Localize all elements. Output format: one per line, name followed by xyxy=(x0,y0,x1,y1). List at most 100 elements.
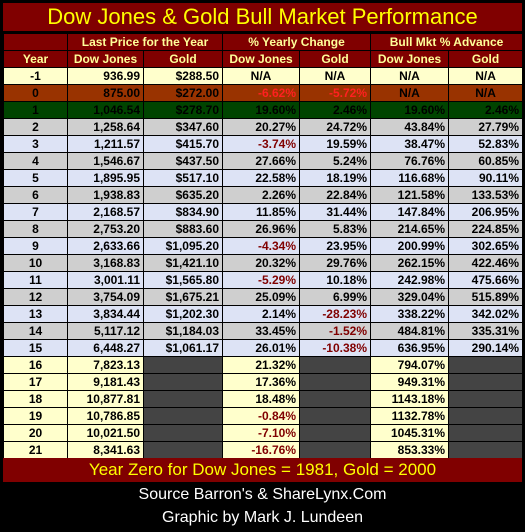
cell-dow-price: 2,753.20 xyxy=(67,220,144,238)
cell-dow-price: 9,181.43 xyxy=(67,373,144,391)
cell-year: 7 xyxy=(3,203,68,221)
cell-dow-advance: 200.99% xyxy=(370,237,450,255)
cell-dow-advance: 853.33% xyxy=(370,441,450,459)
cell-gold-advance xyxy=(448,373,524,391)
cell-gold-advance: 27.79% xyxy=(448,118,524,136)
table-row: 16 7,823.13 21.32% 794.07% xyxy=(3,356,524,374)
cell-dow-price: 1,546.67 xyxy=(67,152,144,170)
cell-year: 15 xyxy=(3,339,68,357)
cell-dow-advance: 1132.78% xyxy=(370,407,450,425)
cell-gold-advance: N/A xyxy=(448,67,524,85)
cell-gold-change xyxy=(299,356,372,374)
table-row: -1 936.99 $288.50 N/A N/A N/A N/A xyxy=(3,67,524,85)
group-header-yearly-change: % Yearly Change xyxy=(222,33,372,51)
cell-gold-price: $288.50 xyxy=(142,67,224,85)
cell-gold-price xyxy=(142,407,224,425)
cell-gold-advance: N/A xyxy=(448,84,524,102)
cell-dow-advance: N/A xyxy=(370,67,450,85)
cell-dow-change: 2.14% xyxy=(222,305,301,323)
cell-year: 14 xyxy=(3,322,68,340)
cell-gold-price xyxy=(142,390,224,408)
cell-gold-change xyxy=(299,424,372,442)
cell-dow-advance: 1143.18% xyxy=(370,390,450,408)
table-row: 11 3,001.11 $1,565.80 -5.29% 10.18% 242.98% 47… xyxy=(3,271,524,289)
cell-year: 12 xyxy=(3,288,68,306)
cell-dow-price: 3,168.83 xyxy=(67,254,144,272)
cell-year: 3 xyxy=(3,135,68,153)
cell-gold-price xyxy=(142,441,224,459)
table-row: 20 10,021.50 -7.10% 1045.31% xyxy=(3,424,524,442)
cell-gold-change: 2.46% xyxy=(299,101,372,119)
cell-dow-change: -7.10% xyxy=(222,424,301,442)
cell-dow-advance: 484.81% xyxy=(370,322,450,340)
group-header-bull-advance: Bull Mkt % Advance xyxy=(370,33,524,51)
cell-gold-price: $437.50 xyxy=(142,152,224,170)
table-row: 13 3,834.44 $1,202.30 2.14% -28.23% 338.22% 34… xyxy=(3,305,524,323)
cell-dow-price: 2,168.57 xyxy=(67,203,144,221)
table-row: 14 5,117.12 $1,184.03 33.45% -1.52% 484.81% 33… xyxy=(3,322,524,340)
cell-year: 19 xyxy=(3,407,68,425)
cell-gold-advance: 302.65% xyxy=(448,237,524,255)
cell-gold-price: $883.60 xyxy=(142,220,224,238)
cell-dow-advance: 121.58% xyxy=(370,186,450,204)
cell-gold-price: $517.10 xyxy=(142,169,224,187)
cell-gold-change: 24.72% xyxy=(299,118,372,136)
table-row: 2 1,258.64 $347.60 20.27% 24.72% 43.84% 27.79% xyxy=(3,118,524,136)
group-header-row: Last Price for the Year % Yearly Change … xyxy=(3,33,524,51)
cell-gold-price xyxy=(142,424,224,442)
cell-gold-price: $635.20 xyxy=(142,186,224,204)
cell-year: 21 xyxy=(3,441,68,459)
cell-gold-price: $1,184.03 xyxy=(142,322,224,340)
cell-gold-change: 10.18% xyxy=(299,271,372,289)
column-header-row: Year Dow Jones Gold Dow Jones Gold Dow J… xyxy=(3,50,524,68)
cell-year: 9 xyxy=(3,237,68,255)
cell-gold-price xyxy=(142,373,224,391)
cell-dow-advance: 242.98% xyxy=(370,271,450,289)
cell-dow-change: 21.32% xyxy=(222,356,301,374)
cell-dow-advance: 329.04% xyxy=(370,288,450,306)
cell-dow-advance: 116.68% xyxy=(370,169,450,187)
col-header-dow-advance: Dow Jones xyxy=(370,50,450,68)
cell-gold-change: 5.24% xyxy=(299,152,372,170)
cell-dow-advance: 43.84% xyxy=(370,118,450,136)
cell-dow-price: 3,001.11 xyxy=(67,271,144,289)
cell-dow-change: -16.76% xyxy=(222,441,301,459)
cell-gold-change: -1.52% xyxy=(299,322,372,340)
cell-gold-price: $278.70 xyxy=(142,101,224,119)
col-header-gold-price: Gold xyxy=(142,50,224,68)
cell-gold-change: -5.72% xyxy=(299,84,372,102)
cell-gold-price: $1,565.80 xyxy=(142,271,224,289)
cell-dow-advance: 1045.31% xyxy=(370,424,450,442)
cell-dow-price: 7,823.13 xyxy=(67,356,144,374)
cell-year: 0 xyxy=(3,84,68,102)
cell-gold-change: 18.19% xyxy=(299,169,372,187)
cell-dow-advance: N/A xyxy=(370,84,450,102)
cell-gold-change: -10.38% xyxy=(299,339,372,357)
cell-gold-advance: 335.31% xyxy=(448,322,524,340)
cell-dow-advance: 338.22% xyxy=(370,305,450,323)
cell-dow-price: 3,834.44 xyxy=(67,305,144,323)
cell-year: 18 xyxy=(3,390,68,408)
chart-title: Dow Jones & Gold Bull Market Performance xyxy=(3,3,522,31)
cell-dow-price: 1,046.54 xyxy=(67,101,144,119)
cell-dow-change: 18.48% xyxy=(222,390,301,408)
cell-year: 6 xyxy=(3,186,68,204)
cell-dow-change: 26.96% xyxy=(222,220,301,238)
cell-dow-change: -5.29% xyxy=(222,271,301,289)
cell-dow-advance: 949.31% xyxy=(370,373,450,391)
cell-dow-advance: 794.07% xyxy=(370,356,450,374)
col-header-gold-advance: Gold xyxy=(448,50,524,68)
cell-gold-advance: 206.95% xyxy=(448,203,524,221)
table-row: 17 9,181.43 17.36% 949.31% xyxy=(3,373,524,391)
cell-dow-price: 8,341.63 xyxy=(67,441,144,459)
cell-gold-price xyxy=(142,356,224,374)
cell-gold-advance xyxy=(448,407,524,425)
cell-dow-change: 26.01% xyxy=(222,339,301,357)
cell-gold-advance: 2.46% xyxy=(448,101,524,119)
cell-gold-price: $1,675.21 xyxy=(142,288,224,306)
table-row: 15 6,448.27 $1,061.17 26.01% -10.38% 636.95% 2… xyxy=(3,339,524,357)
cell-dow-advance: 636.95% xyxy=(370,339,450,357)
cell-dow-price: 2,633.66 xyxy=(67,237,144,255)
cell-dow-price: 1,211.57 xyxy=(67,135,144,153)
cell-gold-change: 19.59% xyxy=(299,135,372,153)
